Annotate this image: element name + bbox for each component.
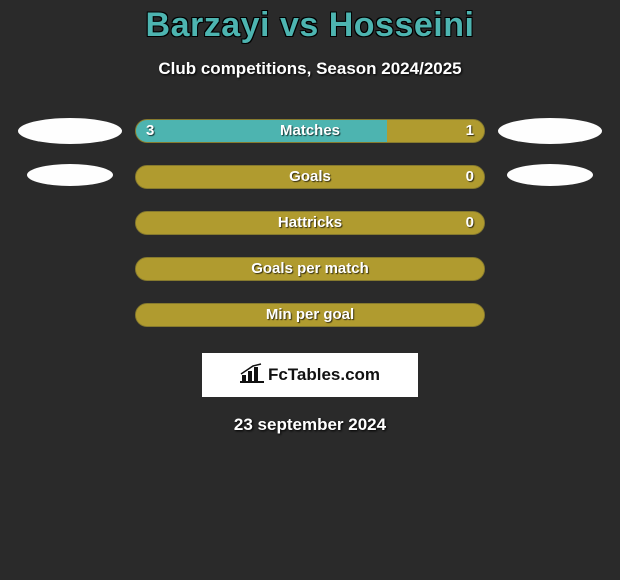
stat-bar: Min per goal — [135, 303, 485, 327]
stat-bar: 3 1 Matches — [135, 119, 485, 143]
left-avatar-slot — [15, 256, 125, 282]
stat-bar: 0 Hattricks — [135, 211, 485, 235]
left-avatar-slot — [15, 302, 125, 328]
player-avatar-placeholder — [27, 164, 113, 186]
stat-row: 0 Hattricks — [0, 211, 620, 235]
stat-label: Goals — [289, 166, 331, 188]
date-text: 23 september 2024 — [0, 415, 620, 435]
left-avatar-slot — [15, 210, 125, 236]
stat-bar: 0 Goals — [135, 165, 485, 189]
player-avatar-placeholder — [507, 164, 593, 186]
right-avatar-slot — [495, 118, 605, 144]
bar-right-segment — [467, 304, 484, 326]
stat-row: Min per goal — [0, 303, 620, 327]
bar-chart-icon — [240, 363, 264, 388]
right-value: 0 — [466, 166, 474, 188]
player-avatar-placeholder — [18, 118, 122, 144]
comparison-card: Barzayi vs Hosseini Club competitions, S… — [0, 0, 620, 435]
logo-text: FcTables.com — [268, 365, 380, 385]
stat-label: Min per goal — [266, 304, 354, 326]
page-title: Barzayi vs Hosseini — [0, 6, 620, 45]
stat-label: Matches — [280, 120, 340, 142]
right-avatar-slot — [495, 302, 605, 328]
site-logo: FcTables.com — [202, 353, 418, 397]
left-avatar-slot — [15, 118, 125, 144]
stat-label: Hattricks — [278, 212, 342, 234]
page-subtitle: Club competitions, Season 2024/2025 — [0, 59, 620, 79]
left-avatar-slot — [15, 164, 125, 190]
stat-row: 3 1 Matches — [0, 119, 620, 143]
stat-label: Goals per match — [251, 258, 369, 280]
right-avatar-slot — [495, 210, 605, 236]
bar-right-segment — [467, 258, 484, 280]
stats-list: 3 1 Matches 0 Goals 0 Hattricks Goals per match… — [0, 119, 620, 327]
right-avatar-slot — [495, 256, 605, 282]
player-avatar-placeholder — [498, 118, 602, 144]
left-value: 3 — [146, 120, 154, 142]
stat-row: 0 Goals — [0, 165, 620, 189]
right-value: 1 — [466, 120, 474, 142]
right-value: 0 — [466, 212, 474, 234]
right-avatar-slot — [495, 164, 605, 190]
bar-left-segment — [136, 120, 387, 142]
stat-row: Goals per match — [0, 257, 620, 281]
stat-bar: Goals per match — [135, 257, 485, 281]
